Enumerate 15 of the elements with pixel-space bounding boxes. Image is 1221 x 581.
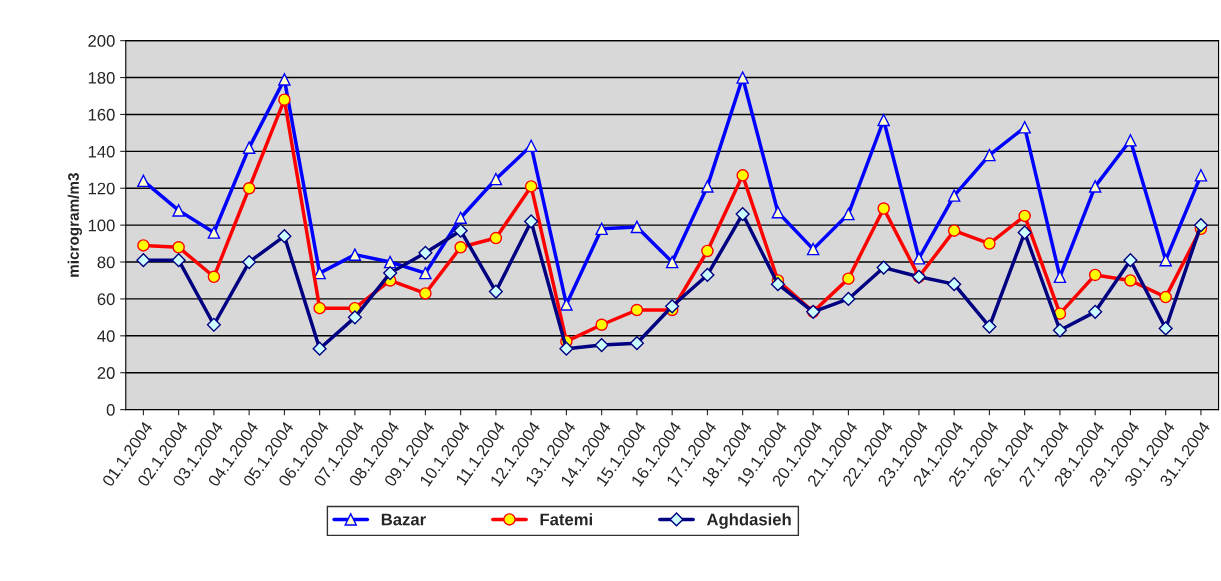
y-tick-label: 120 xyxy=(88,182,115,195)
y-tick-label: 180 xyxy=(88,71,115,84)
y-tick-label: 140 xyxy=(88,145,115,158)
y-tick-label: 80 xyxy=(97,256,115,269)
y-tick-label: 20 xyxy=(97,367,115,379)
y-tick-label: 0 xyxy=(106,404,115,416)
legend-label: Aghdasieh xyxy=(706,513,791,529)
y-axis-title: microgram/m3 xyxy=(67,173,82,277)
y-tick-label: 200 xyxy=(88,35,115,47)
y-tick-label: 60 xyxy=(97,293,115,306)
legend-label: Fatemi xyxy=(540,513,592,526)
y-tick-label: 160 xyxy=(88,108,115,121)
legend-label: Bazar xyxy=(381,513,426,526)
y-tick-label: 100 xyxy=(88,219,115,232)
y-tick-label: 40 xyxy=(97,330,115,343)
